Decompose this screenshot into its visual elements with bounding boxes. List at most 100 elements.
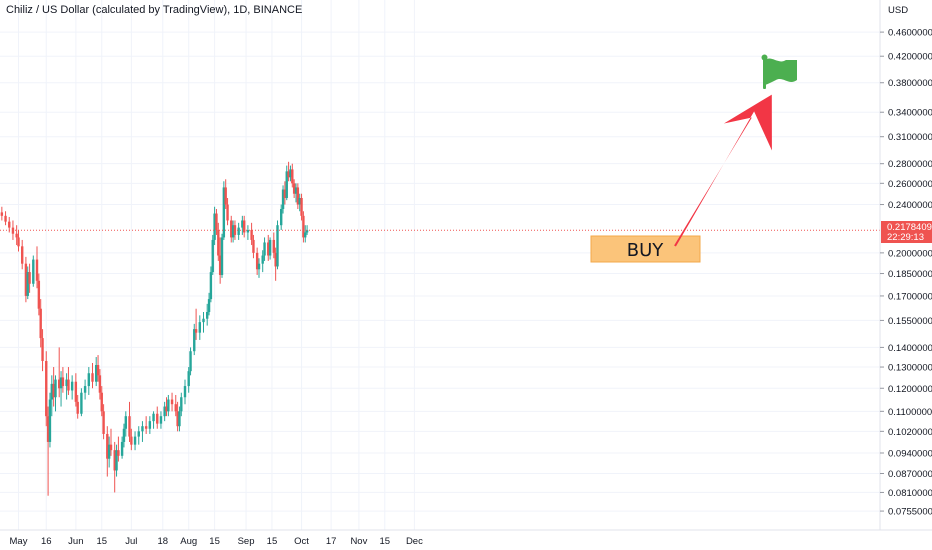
candle — [133, 431, 137, 451]
candle — [26, 266, 29, 300]
candle-body — [167, 399, 170, 412]
candle — [35, 246, 39, 289]
candle — [96, 355, 100, 382]
candle-body — [35, 259, 39, 281]
time-label: Aug — [180, 536, 197, 547]
time-axis[interactable]: May 16 Jun 15 Jul 18 Aug 15 Sep 15 Oct 17 Nov 15 Dec — [0, 529, 932, 547]
candle — [230, 215, 233, 243]
arrow-icon[interactable] — [674, 94, 772, 247]
candle — [291, 163, 294, 188]
candle — [198, 315, 201, 340]
candle-body — [287, 171, 290, 178]
candle-body — [76, 401, 79, 414]
candle-body — [281, 189, 285, 209]
candle-body — [124, 416, 127, 429]
candle-body — [187, 371, 190, 387]
candle-body — [163, 406, 166, 417]
candle-body — [28, 272, 31, 284]
candle-body — [183, 386, 187, 398]
candle — [170, 392, 174, 412]
candle-body — [302, 215, 305, 238]
candle — [202, 312, 205, 333]
candle-body — [113, 450, 116, 471]
candle — [268, 237, 272, 260]
candle — [48, 392, 52, 448]
candle — [222, 181, 226, 240]
candle — [156, 406, 159, 429]
candle — [176, 401, 179, 432]
candle — [70, 375, 74, 400]
candle-body — [91, 373, 94, 382]
candle-body — [263, 242, 266, 256]
candle — [206, 303, 209, 326]
buy-box[interactable] — [590, 235, 701, 263]
candle — [106, 426, 109, 477]
candle-body — [159, 416, 163, 424]
flag-icon[interactable] — [761, 54, 798, 90]
candle — [305, 225, 309, 235]
candle-body — [268, 239, 272, 256]
candle — [267, 234, 270, 261]
candle-body — [283, 189, 287, 198]
time-label: 15 — [380, 536, 391, 547]
candle — [28, 263, 31, 293]
buy-annotation[interactable]: BUY — [590, 235, 701, 263]
candle-body — [217, 230, 220, 256]
candle-body — [137, 431, 140, 437]
candle-body — [58, 379, 61, 389]
candle-body — [87, 373, 90, 387]
candle — [302, 211, 305, 243]
candle-body — [74, 381, 78, 402]
candle — [58, 347, 61, 398]
candle-body — [291, 169, 294, 184]
candle — [32, 255, 35, 287]
time-label: 17 — [326, 536, 337, 547]
candle — [21, 239, 24, 270]
candle-body — [48, 399, 52, 442]
target-arrow[interactable] — [674, 94, 772, 247]
candle — [159, 411, 163, 429]
candle — [189, 347, 192, 376]
candle — [165, 397, 168, 417]
candle-body — [198, 322, 201, 333]
candle-body — [59, 377, 63, 389]
candle-body — [230, 220, 233, 238]
candle — [4, 211, 7, 226]
candle — [117, 436, 120, 462]
candle-body — [207, 299, 211, 313]
candle-body — [252, 239, 255, 253]
candle-body — [152, 413, 155, 422]
candle-body — [65, 379, 68, 387]
candle — [128, 401, 131, 442]
candle-body — [37, 280, 41, 309]
candle — [107, 436, 111, 468]
candle — [124, 411, 127, 437]
candle — [257, 258, 261, 278]
candle — [15, 225, 18, 246]
candle-body — [220, 237, 224, 275]
time-label: 15 — [267, 536, 278, 547]
candle-body — [231, 225, 235, 238]
buy-label: BUY — [627, 240, 665, 261]
candle — [217, 222, 220, 261]
candle — [218, 237, 222, 284]
candle — [17, 230, 20, 252]
candle — [152, 411, 155, 429]
candle-body — [304, 232, 307, 238]
candle — [298, 193, 301, 212]
candle — [246, 225, 250, 240]
candle — [183, 379, 187, 405]
